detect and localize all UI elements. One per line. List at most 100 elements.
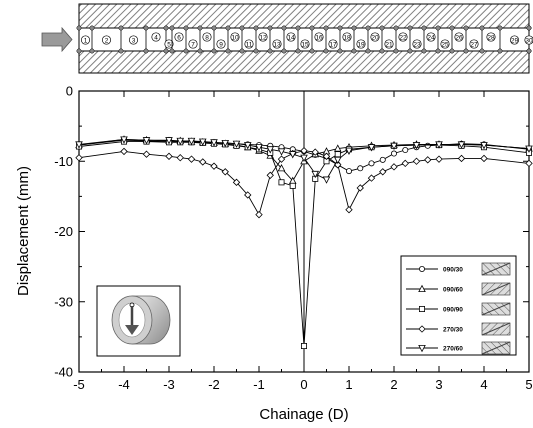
joint-marker-bottom (76, 48, 82, 54)
y-tick-label: 0 (66, 84, 73, 99)
segment-number: 18 (343, 34, 351, 41)
legend-swatch-slash (481, 302, 511, 316)
segment-number: 21 (385, 41, 393, 48)
segment-number-circle (258, 32, 268, 42)
tunnel-segment: 27 (465, 28, 479, 51)
data-point-triangle-up (333, 144, 342, 152)
segment-number: 14 (287, 34, 295, 41)
tunnel-segment: 4 (145, 28, 161, 51)
joint-marker-bottom (169, 48, 175, 54)
segment-number-circle (328, 39, 338, 49)
joint-marker-bottom (183, 48, 189, 54)
legend-swatch-slash (481, 282, 511, 296)
segment-number: 11 (246, 41, 253, 48)
joint-marker-top (239, 25, 245, 31)
joint-marker-top (197, 25, 203, 31)
joint-marker-bottom (281, 48, 287, 54)
x-tick-label: 4 (480, 377, 487, 392)
tunnel-segment: 13 (269, 28, 282, 51)
tunnel-segment: 8 (199, 28, 212, 51)
segment-number: 22 (399, 34, 407, 41)
segment-number: 7 (191, 41, 195, 48)
segment-number-circle (469, 39, 479, 49)
tunnel-segment: 2 (91, 28, 112, 51)
legend-label: 090/60 (443, 287, 463, 294)
segment-number-circle (509, 35, 520, 45)
joint-marker-top (267, 25, 273, 31)
data-point-diamond (277, 155, 286, 163)
joint-marker-bottom (463, 48, 469, 54)
data-point-triangle-down (255, 144, 263, 152)
data-point-diamond (480, 154, 488, 163)
joint-marker-bottom (143, 48, 149, 54)
data-point-circle (379, 156, 386, 163)
data-point-triangle-down (165, 137, 173, 145)
segment-number: 17 (329, 41, 337, 48)
segment-number-circle (440, 39, 450, 49)
segment-number: 30 (525, 37, 533, 44)
data-point-triangle-down (288, 151, 297, 159)
joint-marker-top (143, 25, 149, 31)
joint-marker-top (435, 25, 441, 31)
segment-number: 28 (487, 34, 495, 41)
tunnel-segment: 29 (499, 28, 520, 51)
tunnel-segment: 23 (409, 28, 422, 51)
tunnel-segment: 17 (325, 28, 338, 51)
segment-number-circle (80, 35, 91, 45)
data-point-diamond (120, 147, 128, 156)
segment-number: 9 (219, 41, 223, 48)
chart-legend: 090/30 090/60 090/90 270/30 270/60 (400, 255, 517, 356)
y-tick-label: -10 (54, 154, 73, 169)
segment-number-circle (524, 35, 533, 45)
segment-number-circle (314, 32, 324, 42)
data-point-diamond (424, 156, 432, 164)
data-point-diamond (525, 159, 533, 168)
joint-marker-bottom (407, 48, 413, 54)
tunnel-segment-diagram: 1 2 3 4567891011121314151617181920212223242… (41, 3, 533, 74)
segment-number-circle (244, 39, 254, 49)
x-axis-label: Chainage (D) (259, 406, 348, 423)
joint-marker-bottom (323, 48, 329, 54)
segment-number: 8 (205, 34, 209, 41)
segment-number-circle (128, 35, 139, 45)
joint-marker-top (281, 25, 287, 31)
data-point-diamond (457, 154, 466, 163)
upper-ground-hatch (78, 3, 530, 29)
segment-number: 3 (132, 37, 136, 44)
tunnel-segment: 11 (241, 28, 254, 51)
segment-number: 4 (154, 34, 158, 41)
data-point-triangle-down (390, 142, 398, 151)
segment-number-circle (164, 39, 174, 49)
joint-marker-top (89, 25, 95, 31)
tunnel-segment: 10 (227, 28, 240, 51)
data-point-diamond (435, 155, 443, 163)
tunnel-segment: 1 (78, 28, 91, 51)
y-tick-label: -40 (54, 365, 73, 380)
legend-entry: 270/30 (406, 322, 511, 336)
joint-marker-top (421, 25, 427, 31)
data-point-triangle-down (311, 170, 320, 179)
data-point-diamond (367, 174, 376, 182)
segment-number-circle (151, 32, 161, 42)
joint-marker-top (337, 25, 343, 31)
segment-number: 10 (231, 34, 239, 41)
joint-marker-top (169, 25, 175, 31)
data-point-diamond (300, 147, 308, 155)
data-point-circle (368, 160, 375, 167)
joint-marker-bottom (393, 48, 399, 54)
segment-number-circle (300, 39, 310, 49)
joint-marker-bottom (118, 48, 124, 54)
joint-marker-top (365, 25, 371, 31)
x-tick-label: 1 (345, 377, 352, 392)
joint-marker-bottom (337, 48, 343, 54)
y-axis-label: Displacement (mm) (15, 166, 32, 296)
segment-number: 27 (470, 41, 478, 48)
tunnel-segment: 22 (395, 28, 408, 51)
joint-marker-bottom (295, 48, 301, 54)
data-point-diamond (221, 168, 229, 176)
legend-label: 090/30 (443, 267, 463, 274)
data-point-diamond (379, 168, 387, 176)
data-point-triangle-down (176, 137, 185, 146)
joint-marker-top (526, 25, 532, 31)
joint-marker-bottom (526, 48, 532, 54)
